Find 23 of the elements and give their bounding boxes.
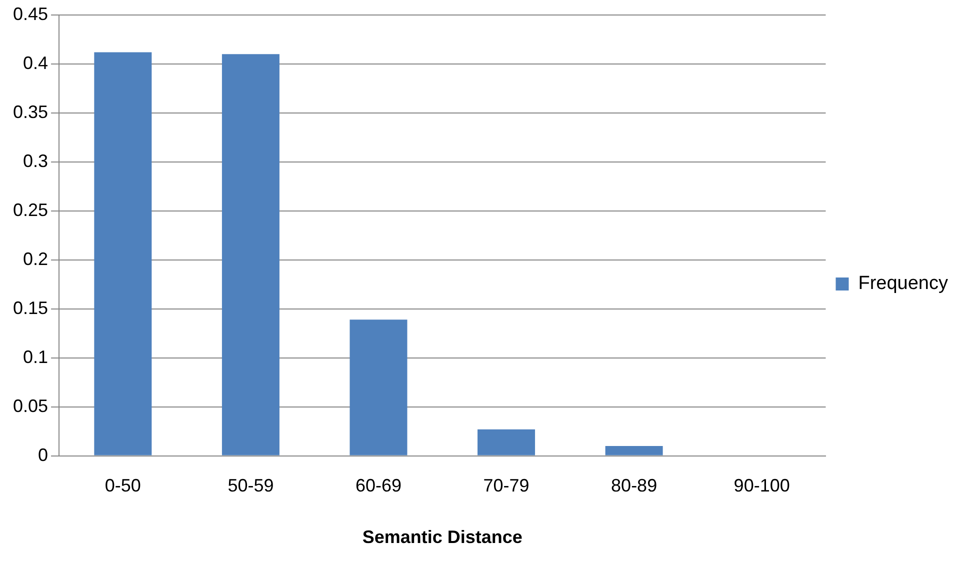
x-tick-label: 80-89 xyxy=(611,476,658,496)
x-axis-title: Semantic Distance xyxy=(362,527,522,548)
x-tick-label: 90-100 xyxy=(734,476,790,496)
x-tick-label: 70-79 xyxy=(483,476,530,496)
bar xyxy=(350,320,408,456)
y-tick-label: 0 xyxy=(38,444,48,465)
y-tick-label: 0.05 xyxy=(12,396,48,416)
bar xyxy=(605,446,663,456)
legend-label: Frequency xyxy=(858,273,948,294)
bar xyxy=(222,54,280,456)
y-tick-label: 0.3 xyxy=(23,150,48,171)
y-tick-label: 0.35 xyxy=(12,102,48,122)
y-tick-label: 0.4 xyxy=(23,52,48,73)
y-tick-label: 0.1 xyxy=(23,346,48,367)
x-tick-label: 60-69 xyxy=(355,476,402,496)
y-tick-label: 0.2 xyxy=(23,248,48,269)
y-tick-label: 0.45 xyxy=(12,4,48,24)
bar xyxy=(478,429,536,456)
bar xyxy=(94,52,152,456)
x-tick-label: 0-50 xyxy=(104,476,141,496)
y-tick-label: 0.25 xyxy=(12,200,48,220)
y-tick-label: 0.15 xyxy=(12,298,48,318)
x-tick-label: 50-59 xyxy=(228,476,274,496)
